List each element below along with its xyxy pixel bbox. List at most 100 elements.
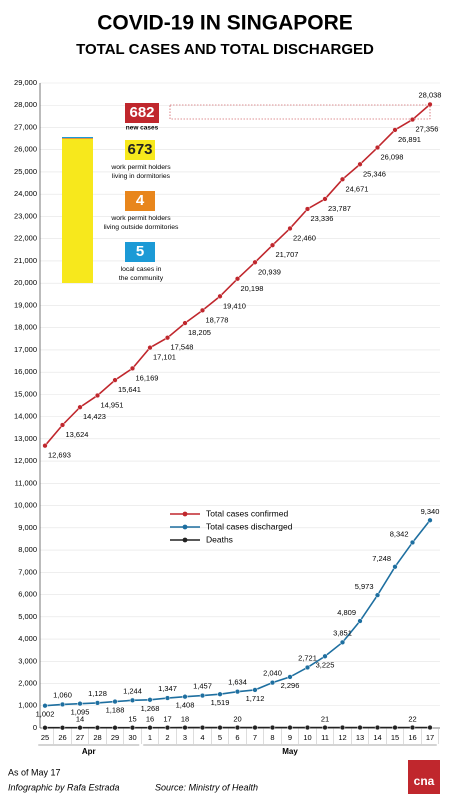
data-point [410, 540, 415, 545]
data-point [235, 276, 240, 281]
x-tick-label: 1 [148, 733, 152, 742]
data-point [323, 725, 328, 730]
data-label: 25,346 [363, 169, 386, 178]
legend-marker [183, 525, 188, 530]
data-point [410, 117, 415, 122]
data-point [78, 725, 83, 730]
data-label: 26,098 [381, 153, 404, 162]
breakdown-value: 5 [136, 243, 144, 260]
data-label: 17,101 [153, 353, 176, 362]
x-tick-label: 25 [41, 733, 49, 742]
x-tick-label: 6 [235, 733, 239, 742]
data-point [428, 518, 433, 523]
x-tick-label: 15 [391, 733, 399, 742]
y-tick-label: 19,000 [14, 300, 37, 309]
data-point [375, 145, 380, 150]
data-point [253, 725, 258, 730]
data-point [183, 321, 188, 326]
data-point [288, 226, 293, 231]
new-cases-value: 682 [129, 104, 154, 121]
x-tick-label: 9 [288, 733, 292, 742]
data-point [95, 393, 100, 398]
data-point [270, 243, 275, 248]
x-tick-label: 17 [426, 733, 434, 742]
data-point [270, 680, 275, 685]
data-point [95, 725, 100, 730]
y-tick-label: 11,000 [15, 478, 37, 487]
data-point [288, 675, 293, 680]
y-tick-label: 14,000 [14, 412, 37, 421]
legend-label: Deaths [206, 534, 233, 544]
y-tick-label: 21,000 [14, 256, 37, 265]
x-tick-label: 3 [183, 733, 187, 742]
y-tick-label: 23,000 [14, 211, 37, 220]
data-label: 1,347 [158, 684, 177, 693]
y-tick-label: 9,000 [18, 523, 37, 532]
callout [170, 105, 430, 119]
data-point [148, 725, 153, 730]
data-point [270, 725, 275, 730]
source: Source: Ministry of Health [155, 782, 258, 792]
breakdown-bar [62, 138, 93, 139]
data-point [393, 725, 398, 730]
x-tick-label: 2 [165, 733, 169, 742]
data-label: 2,296 [281, 681, 300, 690]
data-point [393, 564, 398, 569]
breakdown-bar [62, 139, 93, 283]
chart-subtitle: TOTAL CASES AND TOTAL DISCHARGED [76, 41, 374, 58]
x-tick-label: 16 [408, 733, 416, 742]
y-tick-label: 15,000 [14, 389, 37, 398]
data-label: 12,693 [48, 451, 71, 460]
data-label: 1,002 [36, 710, 55, 719]
data-label: 18 [181, 715, 189, 724]
x-tick-label: 7 [253, 733, 257, 742]
data-point [130, 725, 135, 730]
y-tick-label: 0 [33, 723, 37, 732]
data-point [183, 725, 188, 730]
data-point [358, 619, 363, 624]
legend-label: Total cases confirmed [206, 508, 288, 518]
data-label: 17 [163, 715, 171, 724]
data-label: 3,225 [316, 660, 335, 669]
x-tick-label: 12 [338, 733, 346, 742]
data-point [323, 654, 328, 659]
y-tick-label: 16,000 [14, 367, 37, 376]
data-point [428, 725, 433, 730]
y-tick-label: 20,000 [14, 278, 37, 287]
data-label: 20 [233, 715, 241, 724]
data-point [165, 696, 170, 701]
y-tick-label: 7,000 [18, 567, 37, 576]
y-tick-label: 10,000 [14, 501, 37, 510]
x-tick-label: 5 [218, 733, 222, 742]
data-point [375, 593, 380, 598]
y-tick-label: 18,000 [14, 323, 37, 332]
y-tick-label: 26,000 [14, 145, 37, 154]
data-point [235, 725, 240, 730]
data-point [95, 701, 100, 706]
data-label: 1,519 [211, 698, 230, 707]
data-point [113, 378, 118, 383]
data-label: 22 [408, 714, 416, 723]
data-point [78, 405, 83, 410]
data-point [305, 665, 310, 670]
data-label: 18,205 [188, 328, 211, 337]
data-label: 20,939 [258, 267, 281, 276]
y-tick-label: 2,000 [18, 679, 37, 688]
data-label: 24,671 [346, 184, 369, 193]
y-tick-label: 24,000 [14, 189, 37, 198]
y-tick-label: 22,000 [14, 234, 37, 243]
data-point [253, 688, 258, 693]
data-point [113, 699, 118, 704]
y-tick-label: 1,000 [18, 701, 37, 710]
data-point [60, 725, 65, 730]
data-label: 1,268 [141, 704, 160, 713]
data-label: 21,707 [276, 250, 299, 259]
breakdown-value: 673 [127, 141, 152, 158]
data-label: 7,248 [372, 554, 391, 563]
y-tick-label: 8,000 [18, 545, 37, 554]
data-label: 27,356 [416, 125, 439, 134]
data-point [165, 725, 170, 730]
data-point [393, 128, 398, 133]
y-tick-label: 6,000 [18, 590, 37, 599]
